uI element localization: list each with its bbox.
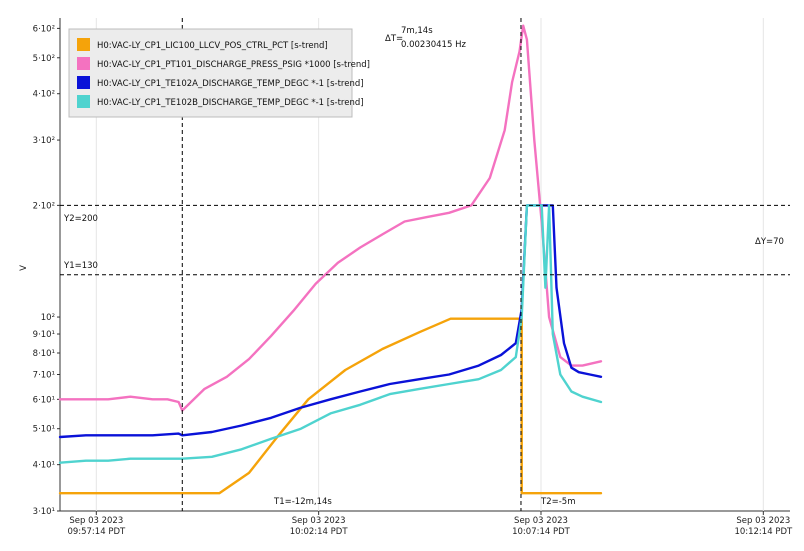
y-tick-label: 8·10¹	[33, 349, 55, 359]
x-tick-time: 10:07:14 PDT	[512, 527, 571, 537]
delta-y-label: ΔY=70	[755, 237, 784, 247]
delta-t-frequency: 0.00230415 Hz	[401, 40, 466, 50]
x-tick-date: Sep 03 2023	[69, 516, 123, 526]
y-tick-label: 3·10¹	[33, 507, 55, 517]
y-tick-label: 2·10²	[33, 201, 55, 211]
legend-label-3: H0:VAC-LY_CP1_TE102A_DISCHARGE_TEMP_DEGC…	[97, 79, 364, 89]
t1-cursor-label: T1=-12m,14s	[273, 497, 332, 507]
legend-label-2: H0:VAC-LY_CP1_PT101_DISCHARGE_PRESS_PSIG…	[97, 60, 370, 70]
t2-cursor-label: T2=-5m	[540, 497, 575, 507]
series-line-3	[58, 204, 603, 439]
x-tick-date: Sep 03 2023	[736, 516, 790, 526]
y-tick-label: 5·10¹	[33, 425, 55, 435]
y-tick-label: 7·10¹	[33, 371, 55, 381]
y-tick-label: 6·10¹	[33, 395, 55, 405]
x-tick-time: 10:02:14 PDT	[290, 527, 349, 537]
y-tick-label: 4·10²	[33, 90, 55, 100]
x-tick-time: 09:57:14 PDT	[67, 527, 126, 537]
legend-box	[68, 28, 353, 118]
legend-swatch-3	[77, 76, 90, 89]
legend: H0:VAC-LY_CP1_LIC100_LLCV_POS_CTRL_PCT […	[68, 28, 370, 118]
cursor-lines	[60, 18, 790, 511]
y2-cursor-label: Y2=200	[63, 214, 98, 224]
series-line-4	[58, 204, 603, 464]
legend-label-4: H0:VAC-LY_CP1_TE102B_DISCHARGE_TEMP_DEGC…	[97, 98, 364, 108]
y1-cursor-label: Y1=130	[63, 261, 98, 271]
series-line-1	[58, 317, 603, 495]
y-tick-label: 6·10²	[33, 24, 55, 34]
x-tick-time: 10:12:14 PDT	[734, 527, 793, 537]
legend-label-1: H0:VAC-LY_CP1_LIC100_LLCV_POS_CTRL_PCT […	[97, 41, 328, 51]
y-tick-label: 10²	[41, 313, 55, 323]
y-tick-label: 4·10¹	[33, 461, 55, 471]
series-lines	[58, 24, 603, 495]
x-tick-date: Sep 03 2023	[514, 516, 568, 526]
delta-t-label: ΔT=	[385, 34, 403, 44]
series-line-2	[58, 24, 603, 412]
legend-swatch-2	[77, 57, 90, 70]
delta-t-value: 7m,14s	[401, 26, 433, 36]
y-tick-label: 9·10¹	[33, 330, 55, 340]
y-tick-label: 3·10²	[33, 136, 55, 146]
legend-swatch-4	[77, 95, 90, 108]
y-axis-label: V	[19, 265, 29, 271]
y-axis-ticks: 6·10² 5·10² 4·10² 3·10² 2·10² 10² 9·10¹ 8·10¹ 7·…	[33, 24, 60, 517]
legend-swatch-1	[77, 38, 90, 51]
x-tick-date: Sep 03 2023	[292, 516, 346, 526]
y-tick-label: 5·10²	[33, 54, 55, 64]
